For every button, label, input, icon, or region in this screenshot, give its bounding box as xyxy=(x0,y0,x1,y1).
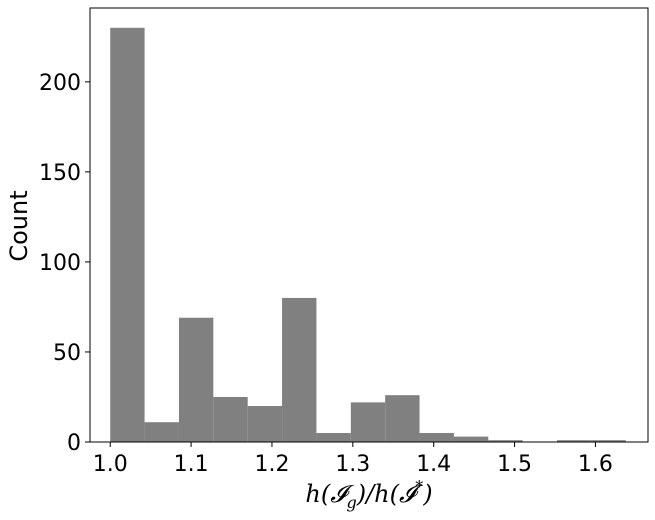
x-tick-label: 1.3 xyxy=(335,452,370,477)
y-axis-ticks: 0 50 100 150 200 xyxy=(39,71,90,456)
x-axis-ticks: 1.0 1.1 1.2 1.3 1.4 1.5 1.6 xyxy=(93,442,613,477)
histogram-bar xyxy=(385,395,420,442)
x-tick-label: 1.1 xyxy=(174,452,209,477)
histogram-bar xyxy=(213,396,248,442)
y-tick-label: 100 xyxy=(39,251,81,276)
histogram-bar xyxy=(591,440,626,442)
histogram-bar xyxy=(144,422,179,442)
y-tick-label: 50 xyxy=(53,341,81,366)
histogram-bar xyxy=(557,440,592,442)
histogram-bar xyxy=(316,432,351,442)
histogram-bar xyxy=(247,405,283,442)
histogram-bar xyxy=(282,297,317,442)
x-tick-label: 1.4 xyxy=(416,452,451,477)
histogram-bar xyxy=(110,27,145,442)
y-axis-label: Count xyxy=(5,190,33,261)
y-tick-label: 150 xyxy=(39,161,81,186)
histogram-bars xyxy=(110,27,626,442)
histogram-bar xyxy=(488,440,523,442)
y-tick-label: 200 xyxy=(39,71,81,96)
histogram-bar xyxy=(178,317,214,442)
y-tick-label: 0 xyxy=(67,431,81,456)
x-tick-label: 1.5 xyxy=(497,452,532,477)
x-tick-label: 1.2 xyxy=(254,452,289,477)
x-tick-label: 1.0 xyxy=(93,452,128,477)
histogram-bar xyxy=(419,432,454,442)
x-tick-label: 1.6 xyxy=(578,452,613,477)
plot-frame xyxy=(89,7,649,443)
histogram-bar xyxy=(453,436,489,442)
x-axis-label: h(𝓘g)/h(𝓘*) xyxy=(305,477,432,512)
histogram-bar xyxy=(350,402,386,442)
